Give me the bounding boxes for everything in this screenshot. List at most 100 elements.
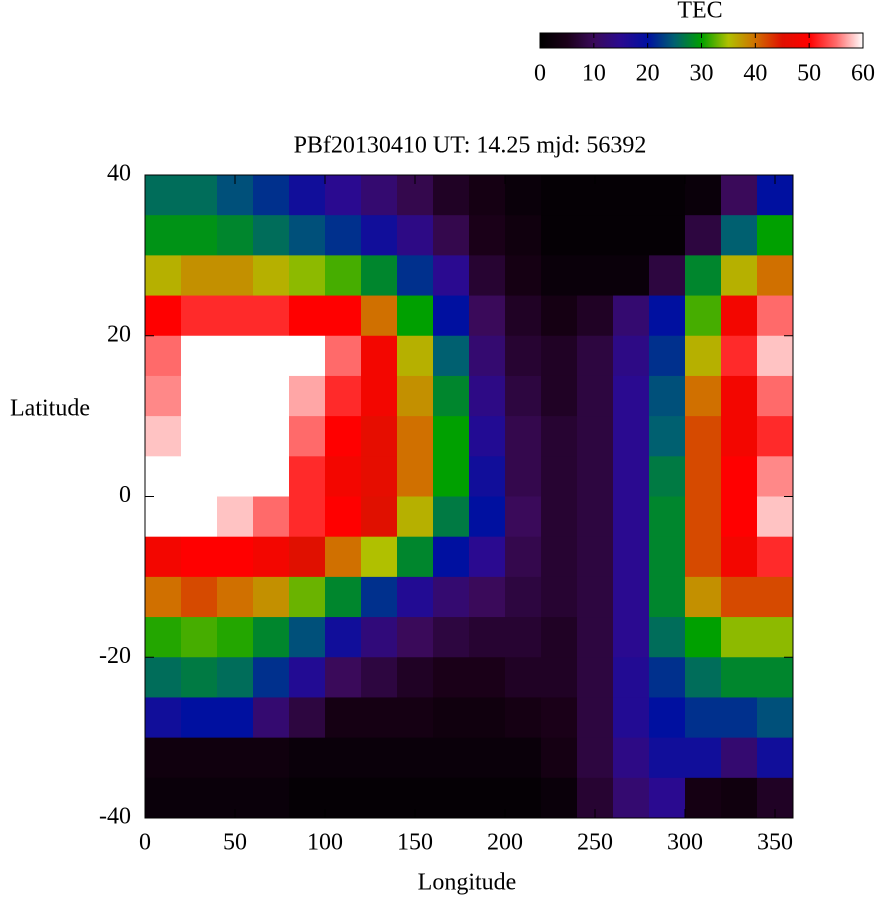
- heatmap-cell: [613, 737, 650, 779]
- heatmap-cell: [721, 175, 758, 216]
- heatmap-cell: [649, 456, 686, 497]
- colorbar-label: TEC: [677, 0, 722, 24]
- heatmap-cell: [469, 576, 506, 618]
- heatmap-cell: [361, 335, 398, 377]
- heatmap-cell: [757, 255, 794, 297]
- heatmap-cell: [181, 416, 218, 457]
- heatmap-cell: [145, 496, 182, 538]
- heatmap-cell: [757, 657, 794, 698]
- heatmap-cell: [757, 536, 794, 578]
- heatmap-cell: [469, 657, 506, 698]
- heatmap-cell: [325, 576, 362, 618]
- heatmap-cell: [685, 737, 722, 779]
- heatmap-cell: [289, 215, 326, 256]
- heatmap-cell: [757, 496, 794, 538]
- heatmap-cell: [469, 335, 506, 377]
- heatmap-cell: [289, 255, 326, 297]
- heatmap-cell: [433, 657, 470, 698]
- x-tick-label: 350: [757, 830, 793, 856]
- heatmap-cell: [721, 777, 758, 819]
- heatmap-cell: [181, 576, 218, 618]
- heatmap-cell: [145, 737, 182, 779]
- y-tick-label: -20: [99, 643, 131, 669]
- heatmap-cell: [325, 375, 362, 417]
- heatmap-cell: [649, 576, 686, 618]
- heatmap-cell: [217, 375, 254, 417]
- heatmap-cell: [325, 255, 362, 297]
- heatmap-cell: [253, 617, 290, 658]
- heatmap-cell: [145, 456, 182, 497]
- heatmap-cell: [397, 576, 434, 618]
- heatmap-cell: [469, 255, 506, 297]
- heatmap-cell: [685, 697, 722, 739]
- heatmap-cell: [541, 697, 578, 739]
- heatmap-cell: [361, 375, 398, 417]
- y-tick-label: 20: [107, 321, 131, 347]
- heatmap-cell: [649, 697, 686, 739]
- heatmap-cell: [433, 697, 470, 739]
- heatmap-cell: [505, 255, 542, 297]
- heatmap-cell: [253, 416, 290, 457]
- heatmap-cell: [253, 255, 290, 297]
- heatmap-cell: [721, 697, 758, 739]
- heatmap-cell: [289, 175, 326, 216]
- colorbar-tick-label: 60: [851, 61, 875, 87]
- heatmap-cell: [397, 416, 434, 457]
- heatmap-cell: [505, 657, 542, 698]
- heatmap-cell: [577, 215, 614, 256]
- heatmap-cell: [217, 536, 254, 578]
- heatmap-cell: [397, 456, 434, 497]
- heatmap-cell: [253, 657, 290, 698]
- heatmap-cell: [685, 576, 722, 618]
- heatmap-cell: [181, 697, 218, 739]
- heatmap-cell: [541, 255, 578, 297]
- heatmap-cell: [721, 536, 758, 578]
- heatmap-cell: [145, 416, 182, 457]
- heatmap-cell: [721, 576, 758, 618]
- heatmap-cell: [505, 375, 542, 417]
- heatmap-cell: [613, 335, 650, 377]
- heatmap-cell: [217, 456, 254, 497]
- heatmap-cell: [505, 576, 542, 618]
- heatmap-cell: [649, 777, 686, 819]
- heatmap-cell: [433, 215, 470, 256]
- heatmap-cell: [613, 496, 650, 538]
- heatmap-cell: [325, 697, 362, 739]
- heatmap-cell: [325, 657, 362, 698]
- heatmap-cell: [289, 576, 326, 618]
- heatmap-cell: [289, 496, 326, 538]
- heatmap-cell: [613, 456, 650, 497]
- heatmap-cell: [253, 737, 290, 779]
- y-axis-label: Latitude: [10, 396, 90, 422]
- heatmap-cell: [577, 697, 614, 739]
- heatmap-cell: [145, 657, 182, 698]
- heatmap-cell: [253, 335, 290, 377]
- heatmap-cell: [577, 617, 614, 658]
- heatmap-cell: [469, 777, 506, 819]
- heatmap-cell: [397, 295, 434, 337]
- heatmap-cell: [505, 617, 542, 658]
- heatmap-cell: [289, 737, 326, 779]
- heatmap-cell: [505, 697, 542, 739]
- heatmap-cell: [541, 335, 578, 377]
- heatmap-cell: [253, 295, 290, 337]
- heatmap-cell: [361, 617, 398, 658]
- x-tick-label: 0: [139, 830, 151, 856]
- heatmap-cell: [649, 335, 686, 377]
- heatmap-cell: [397, 737, 434, 779]
- heatmap-cell: [613, 657, 650, 698]
- heatmap-cell: [685, 496, 722, 538]
- colorbar-tick-label: 50: [797, 61, 821, 87]
- heatmap-cell: [685, 375, 722, 417]
- heatmap-cell: [289, 617, 326, 658]
- heatmap-cell: [361, 215, 398, 256]
- heatmap-cell: [505, 536, 542, 578]
- heatmap-cell: [469, 295, 506, 337]
- heatmap-cell: [361, 496, 398, 538]
- heatmap-cell: [613, 295, 650, 337]
- heatmap-cell: [253, 697, 290, 739]
- heatmap-cell: [541, 617, 578, 658]
- heatmap-cell: [685, 456, 722, 497]
- heatmap-cell: [541, 777, 578, 819]
